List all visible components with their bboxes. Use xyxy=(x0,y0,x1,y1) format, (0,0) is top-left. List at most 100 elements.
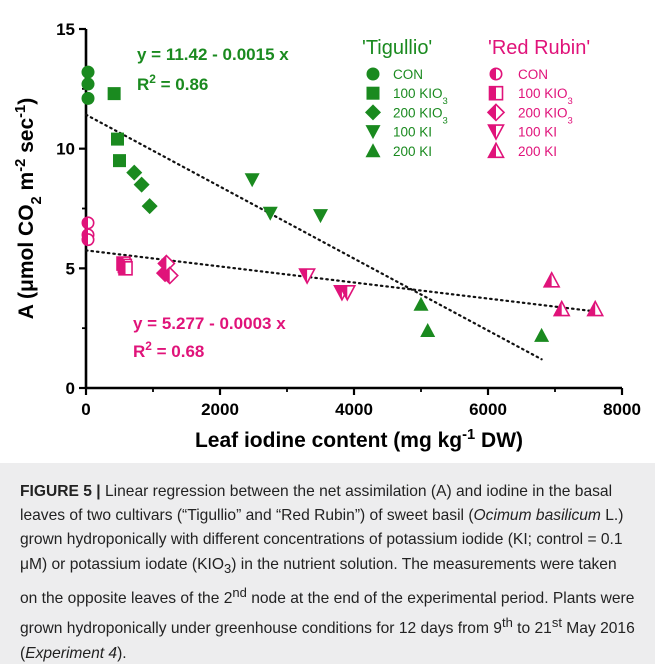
legend-marker xyxy=(487,124,505,141)
data-point xyxy=(133,176,150,193)
axes: 0 2000 4000 6000 8000 0 5 10 15 Leaf iodine conte… xyxy=(13,20,641,452)
marker-fill xyxy=(82,233,89,246)
marker-shape xyxy=(244,173,260,188)
regression-line xyxy=(84,113,543,361)
caption-text: Linear regression between the net assimi… xyxy=(20,483,613,525)
marker-fill xyxy=(334,285,342,300)
data-point xyxy=(542,271,561,288)
series-200-ki xyxy=(413,296,550,342)
data-point xyxy=(141,198,158,215)
caption-text: ). xyxy=(117,644,127,662)
data-point xyxy=(118,261,133,276)
marker-shape xyxy=(133,176,150,193)
data-point xyxy=(413,296,429,311)
marker-fill xyxy=(554,301,562,316)
series-100-kio3 xyxy=(116,256,133,276)
x-tick-label: 6000 xyxy=(469,400,507,419)
marker-fill xyxy=(587,301,596,316)
regression-equation: y = 11.42 - 0.0015 x xyxy=(137,45,289,64)
data-point xyxy=(586,299,605,317)
marker-shape xyxy=(366,86,380,100)
caption-text: L.) grown hydroponically with different … xyxy=(20,507,624,573)
marker-shape xyxy=(366,67,380,81)
scatter-chart: 0 2000 4000 6000 8000 0 5 10 15 Leaf iodine conte… xyxy=(13,20,641,452)
y-tick-label: 10 xyxy=(56,140,75,159)
regression-equation: y = 5.277 - 0.0003 x xyxy=(133,314,286,333)
x-tick-label: 8000 xyxy=(603,400,641,419)
data-point xyxy=(126,164,143,181)
marker-fill xyxy=(490,68,496,80)
marker-shape xyxy=(126,164,143,181)
x-axis-label: Leaf iodine content (mg kg-1 DW) xyxy=(195,427,523,452)
marker-shape xyxy=(113,154,126,168)
data-point xyxy=(420,323,436,338)
marker-shape xyxy=(365,104,381,121)
marker-fill xyxy=(119,261,126,275)
x-tick-label: 4000 xyxy=(335,400,373,419)
y-axis-label: A (μmol CO2 m-2 sec-1) xyxy=(13,98,45,319)
marker-fill xyxy=(161,267,170,284)
marker-shape xyxy=(81,65,95,79)
series-200-kio3 xyxy=(126,164,158,215)
data-point xyxy=(534,327,550,342)
legend-title: 'Tigullio' xyxy=(362,37,432,59)
legend-label: CON xyxy=(518,67,548,82)
legend-label: 200 KIO3 xyxy=(393,105,448,126)
marker-shape xyxy=(313,209,328,224)
marker-fill xyxy=(299,269,308,284)
y-tick-label: 15 xyxy=(56,20,75,39)
data-point xyxy=(313,209,328,224)
marker-fill xyxy=(488,143,496,158)
marker-shape xyxy=(81,77,95,91)
marker-shape xyxy=(141,198,158,215)
legend-marker xyxy=(486,103,506,122)
figure-caption: FIGURE 5 | Linear regression between the… xyxy=(0,463,655,664)
caption-species: Ocimum basilicum xyxy=(473,507,601,525)
caption-text: May 2016 ( xyxy=(20,620,635,662)
legend-marker xyxy=(365,143,381,158)
data-points xyxy=(81,65,605,342)
legend-label: 100 KI xyxy=(393,125,432,140)
legend-marker xyxy=(489,67,503,81)
data-point xyxy=(244,173,260,188)
legend-marker xyxy=(365,125,381,140)
x-tick-label: 2000 xyxy=(201,400,239,419)
marker-shape xyxy=(413,296,429,311)
data-point xyxy=(113,154,126,168)
legend-label: 200 KI xyxy=(518,144,557,159)
legend-label: 100 KIO3 xyxy=(393,86,448,107)
regression-annotations: y = 11.42 - 0.0015 x R2 = 0.86 y = 5.277 -… xyxy=(133,45,289,361)
data-point xyxy=(160,266,179,285)
marker-fill xyxy=(82,217,89,229)
data-point xyxy=(81,65,95,79)
regression-lines xyxy=(84,113,597,361)
legend-label: 200 KI xyxy=(393,144,432,159)
data-point xyxy=(81,77,95,91)
data-point xyxy=(81,91,95,105)
legend-marker xyxy=(366,86,380,100)
series-con xyxy=(81,65,95,105)
marker-shape xyxy=(365,125,381,140)
y-tick-label: 0 xyxy=(66,379,75,398)
marker-shape xyxy=(534,327,550,342)
caption-subscript: 3 xyxy=(223,560,232,576)
caption-text: to 21 xyxy=(512,620,552,638)
marker-fill xyxy=(544,272,552,287)
data-point xyxy=(81,216,95,230)
data-point xyxy=(110,132,124,146)
legend-marker xyxy=(488,85,504,101)
data-point xyxy=(298,268,316,285)
series-200-ki xyxy=(542,271,605,317)
data-point xyxy=(262,206,278,221)
series-100-ki xyxy=(298,268,357,302)
marker-fill xyxy=(339,285,348,300)
x-tick-label: 0 xyxy=(81,400,90,419)
marker-fill xyxy=(489,86,496,100)
series-con xyxy=(81,216,95,247)
marker-shape xyxy=(262,206,278,221)
data-point xyxy=(81,233,95,247)
marker-fill xyxy=(158,255,167,272)
